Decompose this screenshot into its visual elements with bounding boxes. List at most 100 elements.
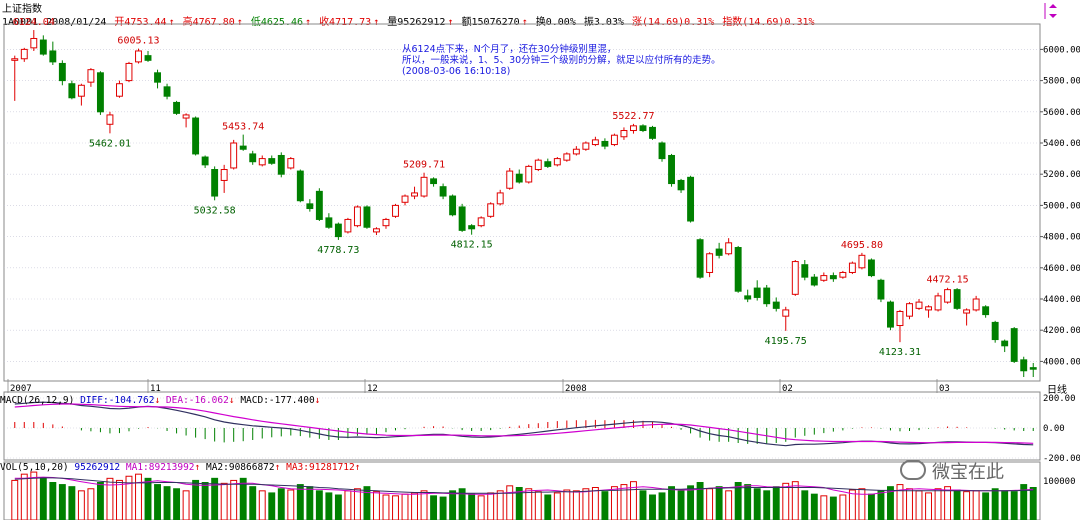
watermark-text: 微宝在此 (932, 462, 1004, 483)
volume-bar (249, 486, 257, 520)
candle-body (382, 218, 390, 227)
y-tick-label: 5800.00 (1043, 77, 1080, 87)
candle-body (201, 156, 209, 166)
volume-bar (620, 484, 628, 520)
y-tick-label: 4600.00 (1043, 264, 1080, 274)
volume-ma2-line (14, 477, 1034, 494)
candle-body (563, 153, 571, 161)
candle-body (144, 55, 152, 61)
volume-bar (382, 494, 390, 520)
volume-bar (801, 490, 809, 520)
candle-body (696, 239, 704, 278)
candle-body (30, 37, 38, 49)
volume-bar (915, 490, 923, 520)
volume-bar (154, 484, 161, 520)
volume-bar (953, 489, 961, 520)
volume-bar (858, 488, 866, 520)
volume-bar (896, 484, 904, 520)
candle-body (87, 69, 95, 83)
open-value: 开4753.44 (114, 17, 167, 28)
volume-tick-label: 100000 (1043, 477, 1076, 487)
candle-body (392, 204, 399, 217)
volume-bar (572, 490, 580, 520)
candle-body (420, 176, 428, 197)
volume-bar (230, 479, 238, 520)
candle-body (154, 72, 161, 83)
candle-body (458, 206, 466, 231)
price-annotation: 6005.13 (117, 36, 159, 47)
bar-date: 2008/01/24 (46, 17, 107, 28)
candle-body (277, 154, 285, 175)
candle-body (772, 301, 780, 309)
wechat-icon (900, 460, 926, 480)
vol-value: 95262912 (74, 462, 121, 473)
volume-bar (58, 484, 66, 520)
candle-body (296, 170, 304, 202)
y-tick-label: 5200.00 (1043, 170, 1080, 180)
candle-body (182, 114, 190, 119)
vol-ma2: MA2:90866872 (205, 462, 275, 473)
candle-body (258, 158, 266, 166)
vol-ma3: MA3:91281712 (286, 462, 355, 473)
macd-macd: MACD:-177.400 (240, 395, 315, 406)
scroll-arrows-icon[interactable] (1043, 2, 1075, 20)
price-annotation: 4472.15 (926, 275, 968, 286)
candle-body (925, 306, 932, 311)
price-annotation: 4123.31 (879, 347, 921, 358)
candle-body (96, 72, 104, 113)
candle-body (449, 195, 457, 216)
volume-bar (420, 490, 428, 520)
volume-bar (715, 486, 723, 520)
volume-bar (116, 479, 123, 520)
candle-body (553, 158, 561, 166)
note-line-2: 所以，一般来说，1、5、30分钟三个级别的分解，就足以应付所有的走势。 (402, 55, 721, 66)
candle-body (49, 50, 57, 63)
volume-bar (772, 486, 780, 520)
volume-bar (411, 492, 418, 520)
y-tick-label: 6000.00 (1043, 45, 1080, 55)
candle-body (639, 125, 647, 132)
volume-bar (991, 488, 999, 520)
vol-label: VOL(5,10,20) (0, 462, 69, 473)
candle-body (715, 248, 723, 256)
candle-body (839, 271, 847, 278)
volume-bar (334, 494, 342, 520)
candle-body (39, 39, 47, 55)
candle-body (763, 287, 771, 305)
volume-bar (353, 488, 361, 520)
volume-bar (487, 492, 495, 520)
y-tick-label: 4200.00 (1043, 326, 1080, 336)
candle-body (801, 264, 809, 278)
volume-bar (668, 486, 675, 520)
y-tick-label: 5000.00 (1043, 201, 1080, 211)
volume-bar (96, 482, 104, 520)
macd-panel-frame (3, 391, 1041, 461)
volume-bar (468, 493, 476, 520)
volume-bar (725, 490, 733, 520)
volume-bar (49, 482, 57, 520)
candle-body (687, 176, 695, 222)
note-line-3: (2008-03-06 16:10:18) (402, 66, 511, 77)
x-tick-label: 03 (939, 384, 950, 394)
volume-bar (525, 488, 533, 520)
volume-bar (906, 488, 913, 520)
macd-label: MACD(26,12,9) (0, 395, 75, 406)
volume-bar (1001, 490, 1009, 520)
candle-body (649, 126, 656, 139)
candle-body (887, 301, 894, 328)
price-annotation: 5209.71 (403, 160, 445, 171)
volume-bar (744, 484, 752, 520)
note-line-1: 从6124点下来，N个月了，还在30分钟级别里混， (402, 44, 617, 55)
candle-body (658, 142, 666, 160)
candle-body (677, 179, 685, 191)
x-tick-label: 02 (782, 384, 793, 394)
volume-bar (610, 486, 618, 520)
candle-body (582, 142, 590, 150)
candle-body (848, 262, 856, 273)
volume-bar (392, 495, 399, 520)
candle-body (544, 161, 552, 167)
volume-bar (182, 490, 190, 520)
change-value: 涨(14.69)0.31% (632, 17, 715, 28)
candle-body (620, 130, 628, 138)
